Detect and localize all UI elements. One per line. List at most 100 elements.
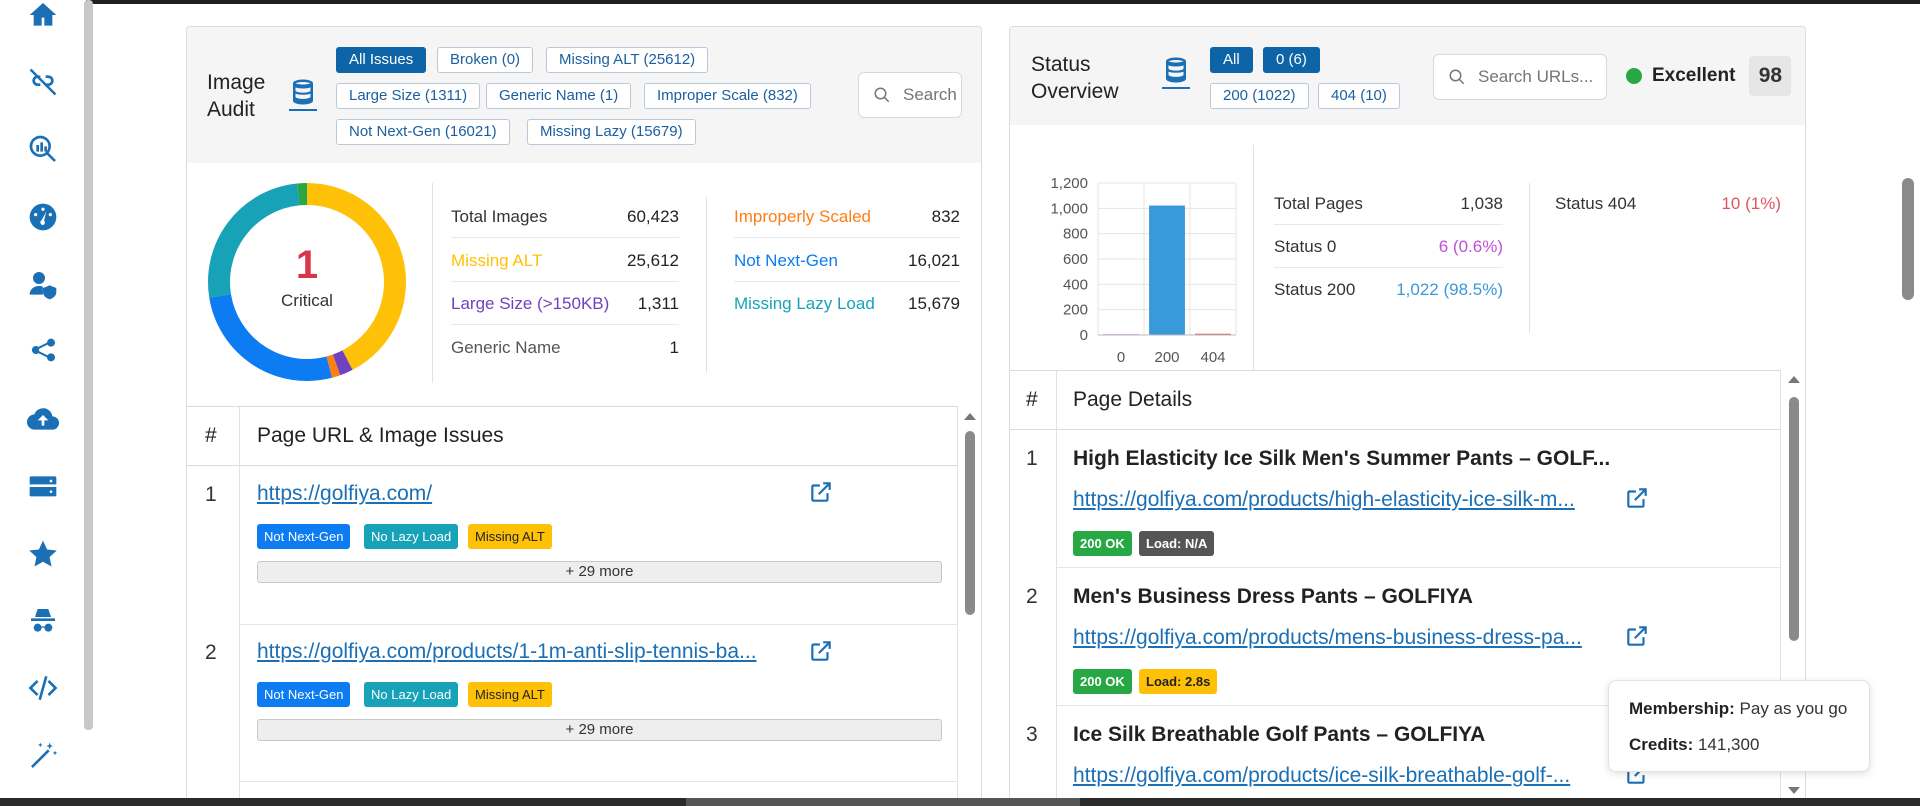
donut-segment — [326, 354, 341, 378]
user-shield-icon[interactable] — [24, 265, 62, 303]
unlink-icon[interactable] — [24, 63, 62, 101]
metric-label: Improperly Scaled — [734, 207, 872, 226]
filter-status-0[interactable]: 0 (6) — [1263, 47, 1320, 73]
status-badge: 200 OK — [1073, 531, 1132, 556]
image-audit-card: Image Audit All Issues Broken (0) Missin… — [186, 26, 982, 806]
external-link-icon[interactable] — [1624, 623, 1650, 649]
y-tick-label: 200 — [1063, 302, 1088, 319]
page-url-link[interactable]: https://golfiya.com/ — [257, 482, 433, 505]
search-icon — [874, 87, 890, 103]
database-icon[interactable] — [1161, 55, 1191, 89]
tag-not-next-gen: Not Next-Gen — [257, 524, 351, 549]
metric-value: 1,311 — [637, 294, 679, 313]
more-issues-button[interactable]: + 29 more — [257, 561, 942, 583]
row-number: 2 — [205, 641, 217, 664]
search-chart-icon[interactable] — [24, 130, 62, 168]
code-icon[interactable] — [24, 669, 62, 707]
page-url-link[interactable]: https://golfiya.com/products/ice-silk-br… — [1073, 764, 1571, 787]
image-search-box[interactable] — [858, 72, 962, 118]
scroll-up-arrow[interactable] — [964, 413, 976, 420]
scroll-up-arrow[interactable] — [1788, 376, 1800, 383]
membership-tooltip: Membership: Pay as you go Credits: 141,3… — [1608, 680, 1870, 772]
status-stat-label: Status 200 — [1274, 280, 1356, 299]
image-search-input[interactable] — [903, 85, 961, 105]
share-icon[interactable] — [24, 333, 62, 371]
metric-label: Generic Name — [451, 337, 561, 357]
page-scrollbar[interactable] — [1902, 178, 1914, 300]
y-tick-label: 1,200 — [1050, 175, 1088, 192]
bottom-scrollbar[interactable] — [0, 798, 1920, 806]
load-badge: Load: 2.8s — [1139, 669, 1218, 694]
external-link-icon[interactable] — [808, 479, 834, 505]
more-issues-button[interactable]: + 29 more — [257, 719, 942, 741]
y-tick-label: 400 — [1063, 276, 1088, 293]
donut-segment — [208, 183, 300, 298]
magic-wand-icon[interactable] — [24, 737, 62, 775]
filter-all-issues[interactable]: All Issues — [336, 47, 427, 73]
status-dot-icon — [1626, 68, 1642, 84]
star-icon[interactable] — [24, 535, 62, 573]
database-icon[interactable] — [288, 77, 318, 111]
search-icon — [1449, 69, 1465, 85]
url-search-box[interactable] — [1433, 54, 1607, 100]
spy-icon[interactable] — [24, 602, 62, 640]
issues-donut-chart — [208, 183, 406, 381]
page-title: High Elasticity Ice Silk Men's Summer Pa… — [1073, 447, 1611, 470]
metric-label: Missing ALT — [451, 250, 543, 270]
page-url-link[interactable]: https://golfiya.com/products/1-1m-anti-s… — [257, 640, 757, 663]
bar-200[interactable] — [1149, 205, 1185, 335]
filter-missing-alt[interactable]: Missing ALT (25612) — [546, 47, 709, 73]
row-number: 3 — [1026, 723, 1038, 746]
sidebar-scrollbar[interactable] — [84, 0, 93, 730]
metric-value: 832 — [931, 207, 960, 226]
table-scrollbar[interactable] — [1789, 397, 1799, 641]
filter-large-size[interactable]: Large Size (1311) — [336, 83, 481, 109]
metric-row: Not Next-Gen 16,021 — [734, 240, 960, 282]
speedometer-icon[interactable] — [24, 198, 62, 236]
tag-not-next-gen: Not Next-Gen — [257, 682, 351, 707]
filter-improper-scale[interactable]: Improper Scale (832) — [644, 83, 811, 109]
metric-value: 15,679 — [908, 294, 960, 313]
status-stat-row: Total Pages 1,038 — [1274, 183, 1503, 225]
external-link-icon[interactable] — [808, 638, 834, 664]
status-stat-row: Status 0 6 (0.6%) — [1274, 226, 1503, 268]
metric-value: 1 — [669, 337, 679, 357]
filter-broken[interactable]: Broken (0) — [437, 47, 534, 73]
bar-404[interactable] — [1195, 333, 1231, 335]
status-stat-row: Status 404 10 (1%) — [1555, 183, 1781, 225]
filter-generic-name[interactable]: Generic Name (1) — [486, 83, 632, 109]
y-tick-label: 600 — [1063, 251, 1088, 268]
metric-value: 25,612 — [627, 250, 679, 270]
metric-value: 60,423 — [627, 207, 679, 226]
metric-row: Generic Name 1 — [451, 327, 679, 369]
x-tick-label: 200 — [1154, 349, 1179, 366]
donut-segment — [332, 350, 353, 376]
page-url-link[interactable]: https://golfiya.com/products/mens-busine… — [1073, 626, 1582, 649]
page-url-link[interactable]: https://golfiya.com/products/high-elasti… — [1073, 488, 1575, 511]
donut-segment — [209, 293, 333, 381]
external-link-icon[interactable] — [1624, 485, 1650, 511]
image-audit-header: Image Audit All Issues Broken (0) Missin… — [187, 27, 981, 163]
y-tick-label: 800 — [1063, 226, 1088, 243]
status-stat-value: 1,022 (98.5%) — [1396, 280, 1503, 299]
server-icon[interactable] — [24, 468, 62, 506]
tag-no-lazy-load: No Lazy Load — [364, 524, 459, 549]
filter-status-200[interactable]: 200 (1022) — [1210, 83, 1309, 109]
col-number-header: # — [205, 424, 217, 447]
cloud-upload-icon[interactable] — [24, 400, 62, 438]
filter-status-404[interactable]: 404 (10) — [1318, 83, 1400, 109]
metric-label: Total Images — [451, 207, 548, 226]
url-search-input[interactable] — [1478, 67, 1606, 87]
table-scrollbar[interactable] — [965, 431, 975, 615]
credits-value: 141,300 — [1697, 735, 1760, 754]
filter-all[interactable]: All — [1210, 47, 1253, 73]
scroll-down-arrow[interactable] — [1788, 787, 1800, 794]
status-stat-label: Status 0 — [1274, 237, 1337, 256]
home-icon[interactable] — [24, 0, 62, 34]
health-rating: Excellent 98 — [1626, 56, 1792, 96]
rating-label: Excellent — [1652, 65, 1736, 86]
filter-missing-lazy[interactable]: Missing Lazy (15679) — [527, 119, 696, 145]
status-stat-label: Total Pages — [1274, 194, 1363, 213]
status-badge: 200 OK — [1073, 669, 1132, 694]
filter-not-next-gen[interactable]: Not Next-Gen (16021) — [336, 119, 510, 145]
